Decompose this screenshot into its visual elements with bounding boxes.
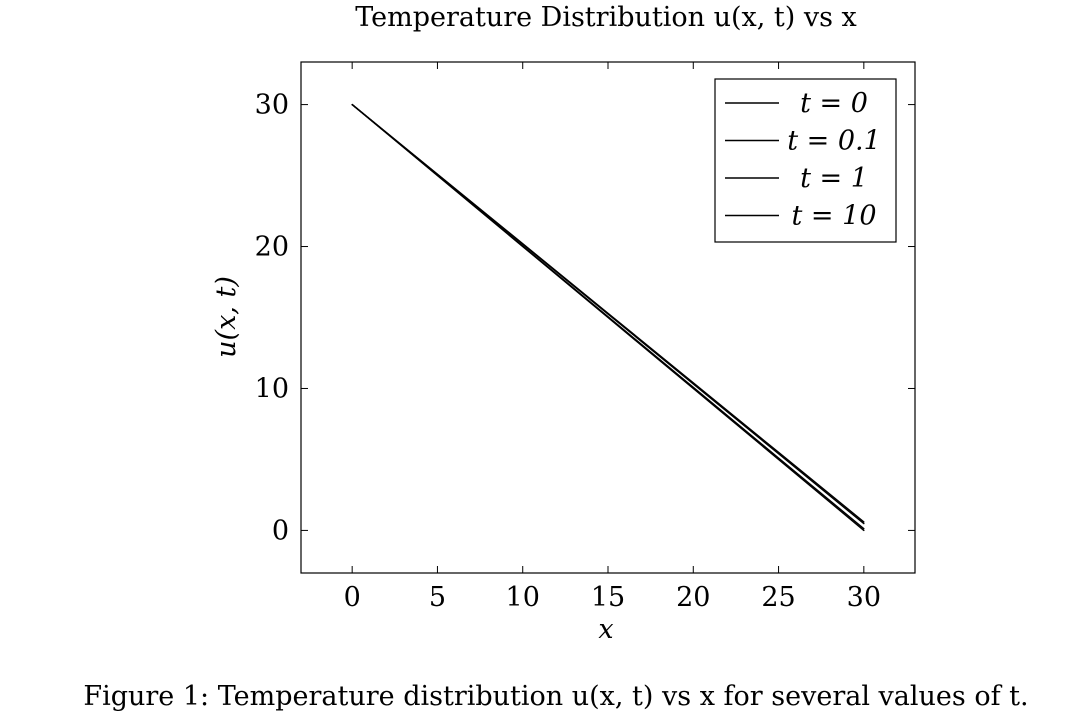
- figure-caption: Figure 1: Temperature distribution u(x, …: [83, 681, 1028, 712]
- legend-label-2: t = 1: [800, 163, 868, 194]
- x-tick-label: 20: [676, 582, 710, 613]
- x-axis-label: x: [598, 614, 613, 645]
- y-axis-label: u(x, t): [211, 276, 242, 358]
- legend-label-0: t = 0: [800, 88, 868, 119]
- x-tick-label: 5: [429, 582, 446, 613]
- x-tick-label: 10: [506, 582, 540, 613]
- legend: t = 0 t = 0.1 t = 1 t = 10: [715, 79, 896, 242]
- y-tick-label: 10: [255, 373, 289, 404]
- y-tick-label: 30: [255, 90, 289, 121]
- y-tick-label: 20: [255, 232, 289, 263]
- chart-title: Temperature Distribution u(x, t) vs x: [355, 2, 857, 33]
- x-tick-label: 15: [591, 582, 625, 613]
- y-tick-label: 0: [272, 515, 289, 546]
- x-tick-label: 0: [344, 582, 361, 613]
- x-tick-label: 30: [847, 582, 881, 613]
- x-tick-label: 25: [761, 582, 795, 613]
- legend-label-3: t = 10: [792, 201, 877, 232]
- legend-label-1: t = 0.1: [787, 126, 881, 157]
